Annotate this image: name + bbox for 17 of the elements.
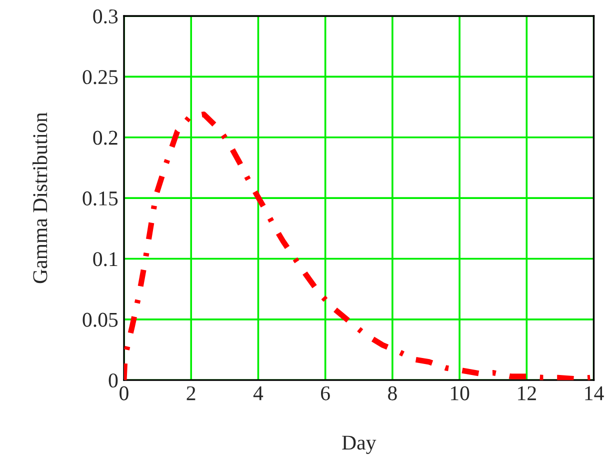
- x-tick-label: 14: [585, 386, 604, 400]
- x-tick-label: 10: [450, 386, 470, 400]
- y-tick-label: 0.1: [93, 252, 118, 266]
- x-tick-label: 6: [321, 386, 330, 400]
- x-tick-label: 8: [388, 386, 397, 400]
- y-tick-label: 0: [108, 373, 118, 388]
- x-axis-title: Day: [342, 436, 376, 454]
- x-tick-label: 4: [253, 386, 264, 400]
- y-tick-label: 0.15: [82, 191, 118, 206]
- x-tick-label: 12: [518, 386, 536, 400]
- x-tick-label: 2: [186, 386, 196, 400]
- y-tick-label: 0.05: [82, 312, 118, 327]
- y-tick-label: 0.3: [93, 9, 118, 24]
- x-tick-label: 0: [120, 386, 128, 400]
- y-tick-label: 0.25: [82, 70, 118, 84]
- y-axis-title: Gamma Distribution: [32, 112, 48, 284]
- y-tick-label: 0.2: [93, 130, 118, 145]
